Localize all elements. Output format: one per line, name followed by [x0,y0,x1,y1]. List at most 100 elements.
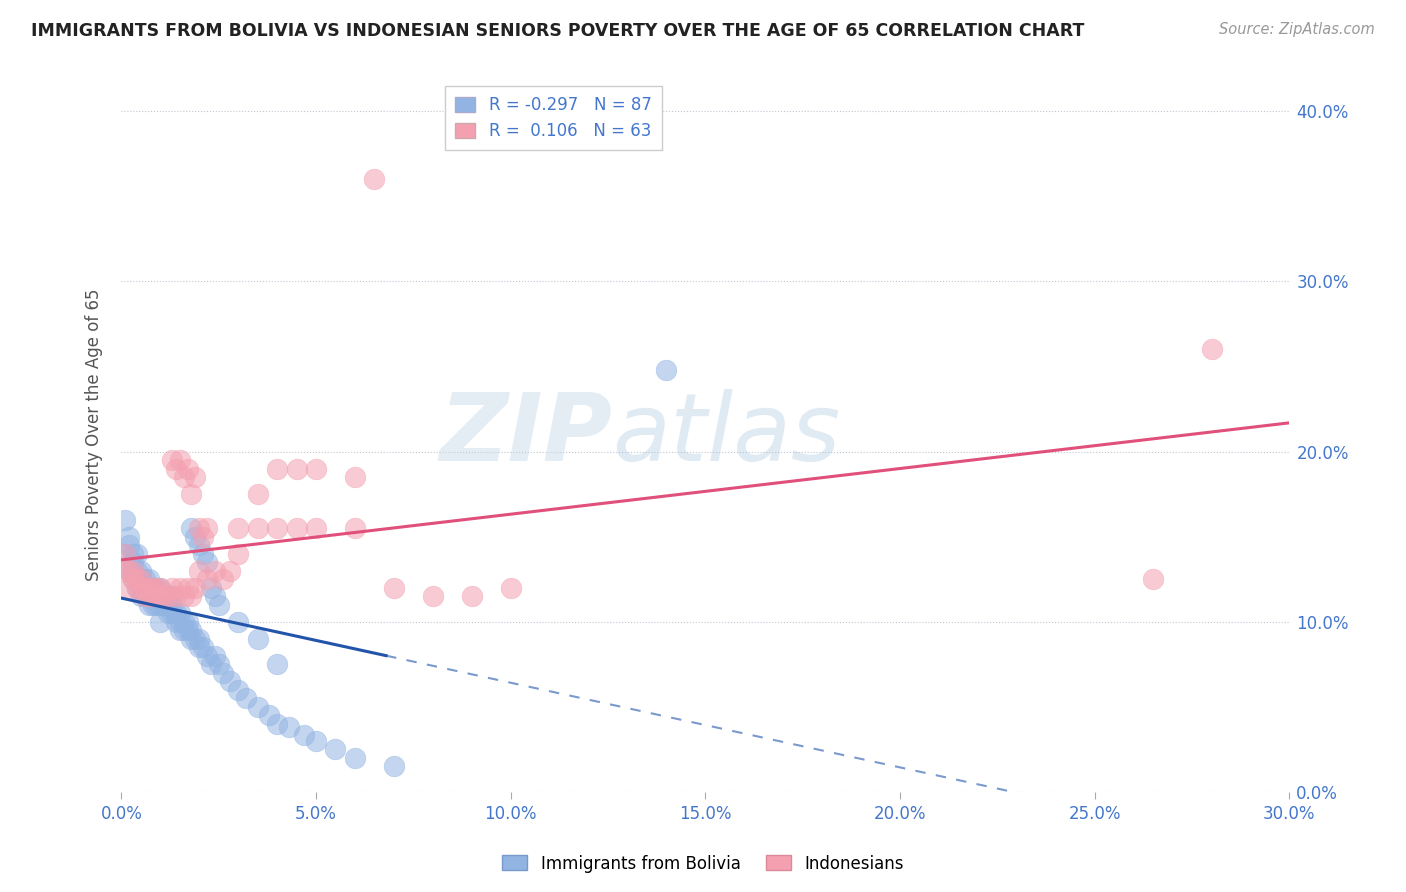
Point [169,453,191,467]
Point [191,529,214,543]
Point [129,572,152,586]
Point [226,682,249,697]
Y-axis label: Seniors Poverty Over the Age of 65: Seniors Poverty Over the Age of 65 [86,288,103,581]
Point [266,657,288,671]
Point [204,648,226,663]
Point [160,589,183,603]
Point [134,581,156,595]
Point [141,598,163,612]
Point [160,598,183,612]
Point [118,564,141,578]
Point [149,589,172,603]
Point [138,589,160,603]
Point [1201,343,1223,357]
Point [145,598,167,612]
Point [188,521,211,535]
Point [129,564,152,578]
Point [141,589,163,603]
Point [125,564,148,578]
Point [114,547,136,561]
Point [165,589,187,603]
Point [184,581,207,595]
Point [122,564,145,578]
Point [204,589,226,603]
Point [259,708,281,723]
Point [246,487,269,501]
Point [211,572,233,586]
Point [266,716,288,731]
Text: IMMIGRANTS FROM BOLIVIA VS INDONESIAN SENIORS POVERTY OVER THE AGE OF 65 CORRELA: IMMIGRANTS FROM BOLIVIA VS INDONESIAN SE… [31,22,1084,40]
Point [134,581,156,595]
Point [160,606,183,620]
Point [118,581,141,595]
Point [208,598,231,612]
Point [208,657,231,671]
Point [461,589,484,603]
Point [200,657,222,671]
Point [160,581,183,595]
Point [382,759,405,773]
Point [129,589,152,603]
Text: atlas: atlas [612,389,841,480]
Point [129,581,152,595]
Point [184,529,207,543]
Point [226,521,249,535]
Point [173,470,195,484]
Point [180,487,202,501]
Point [266,521,288,535]
Point [134,589,156,603]
Point [173,623,195,637]
Point [305,733,328,747]
Point [134,572,156,586]
Point [141,589,163,603]
Point [129,581,152,595]
Point [165,461,187,475]
Point [180,589,202,603]
Point [153,589,176,603]
Point [173,589,195,603]
Point [125,547,148,561]
Point [188,640,211,654]
Point [211,665,233,680]
Point [195,648,218,663]
Point [129,572,152,586]
Point [149,598,172,612]
Point [138,598,160,612]
Point [188,564,211,578]
Point [246,699,269,714]
Point [122,564,145,578]
Point [343,750,366,764]
Point [169,606,191,620]
Point [285,461,308,475]
Point [157,598,180,612]
Point [305,521,328,535]
Point [118,564,141,578]
Point [176,461,198,475]
Point [219,564,242,578]
Point [499,581,522,595]
Point [204,564,226,578]
Point [655,363,678,377]
Point [363,172,385,186]
Point [246,521,269,535]
Point [195,572,218,586]
Point [145,581,167,595]
Point [160,453,183,467]
Point [343,521,366,535]
Point [141,581,163,595]
Point [169,615,191,629]
Text: Source: ZipAtlas.com: Source: ZipAtlas.com [1219,22,1375,37]
Point [122,572,145,586]
Point [246,632,269,646]
Point [125,581,148,595]
Point [165,606,187,620]
Point [226,615,249,629]
Point [157,589,180,603]
Point [1142,572,1164,586]
Point [382,581,405,595]
Point [114,512,136,526]
Point [343,470,366,484]
Point [292,729,315,743]
Point [138,581,160,595]
Point [325,742,347,756]
